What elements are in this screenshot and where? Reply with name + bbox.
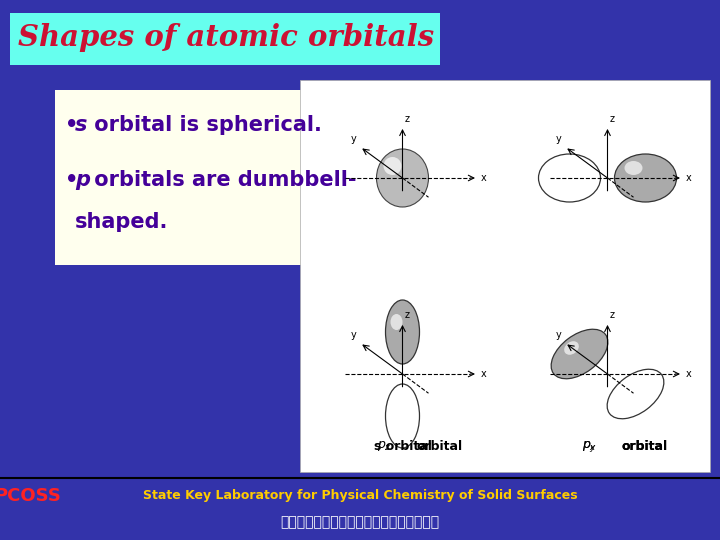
Text: $p_z$: $p_z$ <box>377 439 392 453</box>
Text: •: • <box>65 115 78 135</box>
Bar <box>10 13 440 65</box>
Text: Shapes of atomic orbitals: Shapes of atomic orbitals <box>18 24 434 52</box>
Text: y: y <box>556 134 562 144</box>
Text: •: • <box>65 170 78 190</box>
Text: x: x <box>480 173 486 183</box>
Text: orbital: orbital <box>416 440 463 453</box>
Ellipse shape <box>551 329 608 379</box>
Ellipse shape <box>377 149 428 207</box>
Text: 厕门大学固体表面物理化学国家重点实验室: 厕门大学固体表面物理化学国家重点实验室 <box>280 515 440 529</box>
Ellipse shape <box>385 300 420 364</box>
Text: p: p <box>75 170 90 190</box>
Ellipse shape <box>390 314 402 330</box>
Ellipse shape <box>564 341 579 355</box>
Text: z: z <box>405 310 410 320</box>
Text: orbital: orbital <box>621 440 667 453</box>
Ellipse shape <box>385 384 420 448</box>
Ellipse shape <box>624 161 642 175</box>
Text: s orbital: s orbital <box>374 440 431 453</box>
Text: z: z <box>405 114 410 124</box>
Ellipse shape <box>607 369 664 418</box>
Text: orbitals are dumbbell-: orbitals are dumbbell- <box>87 170 356 190</box>
Bar <box>300 80 710 472</box>
Bar <box>55 90 320 265</box>
Text: shaped.: shaped. <box>75 212 168 232</box>
Text: x: x <box>685 369 691 379</box>
Text: y: y <box>556 330 562 340</box>
Text: x: x <box>480 369 486 379</box>
Text: y: y <box>351 134 356 144</box>
Text: s: s <box>75 115 87 135</box>
Text: orbital is spherical.: orbital is spherical. <box>87 115 322 135</box>
Text: $p_x$: $p_x$ <box>582 439 597 453</box>
Text: z: z <box>610 114 614 124</box>
Text: orbital: orbital <box>621 440 667 453</box>
Text: x: x <box>685 173 691 183</box>
Ellipse shape <box>384 157 402 175</box>
Text: $p_y$: $p_y$ <box>582 438 597 454</box>
Text: y: y <box>351 330 356 340</box>
Text: State Key Laboratory for Physical Chemistry of Solid Surfaces: State Key Laboratory for Physical Chemis… <box>143 489 577 503</box>
Ellipse shape <box>614 154 677 202</box>
Text: PCOSS: PCOSS <box>0 487 61 505</box>
Text: z: z <box>610 310 614 320</box>
Ellipse shape <box>539 154 600 202</box>
